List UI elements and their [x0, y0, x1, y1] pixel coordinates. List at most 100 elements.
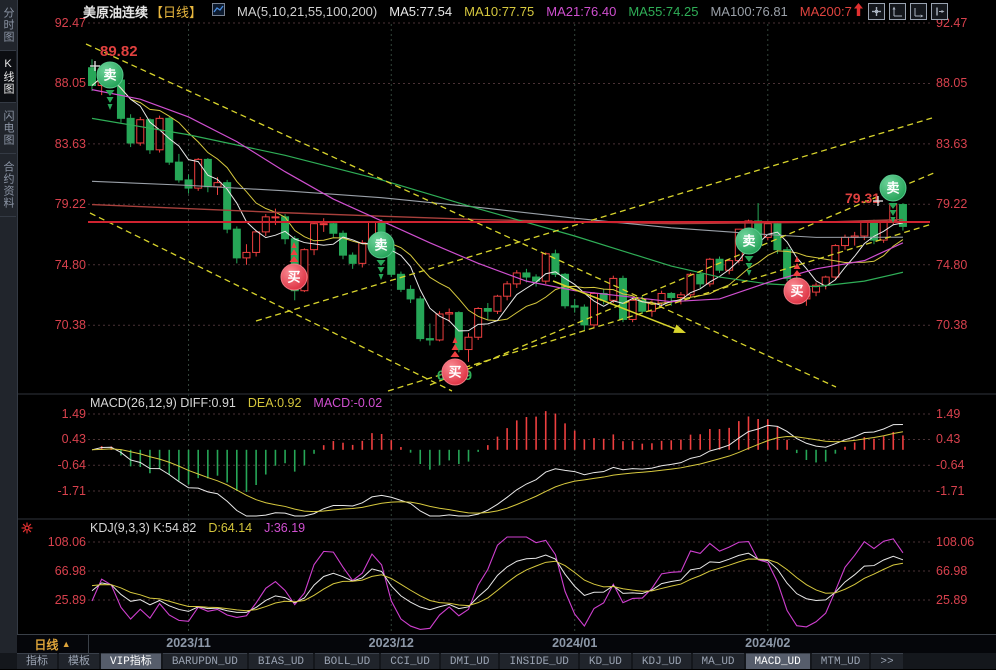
- crosshair-pan-icon[interactable]: [868, 3, 885, 20]
- price-axis-label: 74.80: [54, 257, 86, 272]
- svg-text:买: 买: [448, 365, 461, 380]
- chart-toolbar: [868, 3, 948, 20]
- date-axis-label: 2024/02: [745, 636, 791, 650]
- price-axis-label: -1.71: [57, 483, 87, 498]
- indicator-tab-MA_UD[interactable]: MA_UD: [692, 653, 744, 669]
- indicator-tab-MACD_UD[interactable]: MACD_UD: [745, 653, 810, 669]
- svg-text:79.31: 79.31: [845, 190, 880, 206]
- indicator-tab-VIP指标[interactable]: VIP指标: [101, 653, 161, 669]
- tab-bar-corner: [0, 653, 17, 669]
- period-selector-arrow-icon: ▲: [61, 639, 71, 649]
- macd-value: MACD:-0.02: [313, 396, 383, 410]
- price-axis-label: 79.22: [936, 197, 968, 212]
- ma-values: MA5:77.54 MA10:77.75 MA21:76.40 MA55:74.25 M…: [377, 4, 852, 19]
- price-axis-label: 83.63: [936, 136, 968, 151]
- chart-mode-sidebar: 分时图 K线图 闪电图 合约资料: [0, 0, 18, 669]
- ma-value: MA100:76.81: [710, 3, 788, 19]
- indicator-tab-指标[interactable]: 指标: [17, 653, 57, 669]
- ma-value: MA5:77.54: [389, 3, 453, 19]
- sidebar-item-合约资料[interactable]: 合约资料: [0, 154, 16, 217]
- price-axis-label: 79.22: [54, 197, 86, 212]
- indicator-tab-KDJ_UD[interactable]: KDJ_UD: [632, 653, 691, 669]
- svg-text:买: 买: [287, 270, 300, 285]
- kdj-params: KDJ(9,3,3) K:54.82: [90, 521, 197, 535]
- chart-type-icon[interactable]: [212, 3, 226, 19]
- scale-up-icon[interactable]: [889, 3, 906, 20]
- indicator-settings-icon[interactable]: [21, 521, 33, 539]
- chart-header: 美原油连续 【日线】 MA(5,10,21,55,100,200) MA5:77…: [17, 0, 936, 22]
- indicator-tab-CCI_UD[interactable]: CCI_UD: [381, 653, 439, 669]
- price-axis-label: 92.47: [54, 16, 86, 30]
- svg-text:89.82: 89.82: [100, 43, 138, 60]
- price-axis-label: 0.43: [936, 432, 961, 447]
- sell-signal-marker: 卖: [367, 231, 395, 280]
- macd-dea: DEA:0.92: [247, 396, 302, 410]
- price-axis-label: 108.06: [936, 535, 975, 550]
- sell-signal-marker: 卖: [735, 227, 763, 276]
- price-axis-label: 0.43: [61, 432, 86, 447]
- sell-signal-marker: 卖: [879, 174, 907, 223]
- ma-settings: MA(5,10,21,55,100,200): [237, 3, 378, 19]
- price-axis-label: -0.64: [57, 458, 87, 473]
- price-axis-label: 88.05: [936, 76, 968, 91]
- price-axis-label: 108.06: [47, 535, 86, 550]
- sidebar-item-K线图[interactable]: K线图: [0, 51, 16, 103]
- price-axis-label: 25.89: [936, 593, 968, 608]
- ma-value: MA21:76.40: [546, 3, 617, 19]
- up-arrow-icon: [853, 3, 863, 19]
- price-axis-label: 70.38: [54, 318, 86, 333]
- sidebar-item-分时图[interactable]: 分时图: [0, 0, 16, 51]
- indicator-tab-BARUPDN_UD[interactable]: BARUPDN_UD: [162, 653, 247, 669]
- price-axis-label: 88.05: [54, 76, 86, 91]
- date-axis-label: 2023/12: [368, 636, 414, 650]
- period-tag: 【日线】: [150, 4, 203, 20]
- time-axis: 日线 ▲ 2023/11 2023/12 2024/01 2024/02: [17, 634, 996, 654]
- buy-signal-marker: 买: [783, 256, 811, 305]
- kdj-d: D:64.14: [208, 521, 253, 535]
- svg-text:卖: 卖: [374, 238, 387, 253]
- macd-params: MACD(26,12,9) DIFF:0.91: [90, 396, 236, 410]
- svg-text:卖: 卖: [742, 234, 755, 249]
- symbol-title: 美原油连续: [83, 4, 149, 20]
- price-axis-label: 74.80: [936, 257, 968, 272]
- date-axis-label: 2023/11: [166, 636, 211, 650]
- scale-forward-icon[interactable]: [910, 3, 927, 20]
- ma-value: MA55:74.25: [628, 3, 699, 19]
- page-forward-icon[interactable]: [931, 3, 948, 20]
- ma-value: MA10:77.75: [464, 3, 535, 19]
- indicator-tab->>[interactable]: >>: [871, 653, 903, 669]
- buy-signal-marker: 买: [280, 242, 308, 291]
- svg-text:买: 买: [790, 284, 803, 299]
- price-axis-label: 25.89: [54, 593, 86, 608]
- indicator-tab-模板[interactable]: 模板: [59, 653, 99, 669]
- price-axis-label: 66.98: [936, 564, 968, 579]
- price-axis-label: 70.38: [936, 318, 968, 333]
- svg-text:卖: 卖: [886, 181, 899, 196]
- kdj-j: J:36.19: [264, 521, 306, 535]
- indicator-tab-KD_UD[interactable]: KD_UD: [579, 653, 631, 669]
- indicator-tab-BOLL_UD[interactable]: BOLL_UD: [315, 653, 380, 669]
- kdj-header: KDJ(9,3,3) K:54.82 D:64.14 J:36.19: [90, 521, 305, 535]
- indicator-tab-INSIDE_UD[interactable]: INSIDE_UD: [500, 653, 578, 669]
- period-selector-label: 日线: [34, 637, 59, 652]
- sidebar-item-闪电图[interactable]: 闪电图: [0, 103, 16, 154]
- price-axis-label: -1.71: [936, 483, 965, 498]
- price-axis-label: 66.98: [54, 564, 86, 579]
- svg-text:卖: 卖: [103, 68, 116, 83]
- macd-header: MACD(26,12,9) DIFF:0.91 DEA:0.92 MACD:-0.0…: [90, 396, 382, 410]
- buy-signal-marker: 买: [441, 337, 469, 386]
- date-axis-label: 2024/01: [552, 636, 598, 650]
- period-selector[interactable]: 日线 ▲: [17, 635, 89, 653]
- indicator-tab-DMI_UD[interactable]: DMI_UD: [440, 653, 499, 669]
- price-axis-label: 1.49: [936, 406, 961, 421]
- sell-signal-marker: 卖: [96, 61, 124, 110]
- ma-value: MA200:7: [799, 3, 852, 19]
- price-axis-label: 1.49: [61, 406, 86, 421]
- price-axis-label: -0.64: [936, 458, 965, 473]
- indicator-tab-bar: 指标 模板 VIP指标 BARUPDN_UD BIAS_UD BOLL_UD CCI_UD D…: [0, 653, 996, 669]
- price-axis-label: 83.63: [54, 136, 86, 151]
- indicator-tab-BIAS_UD[interactable]: BIAS_UD: [248, 653, 314, 669]
- indicator-tab-MTM_UD[interactable]: MTM_UD: [811, 653, 870, 669]
